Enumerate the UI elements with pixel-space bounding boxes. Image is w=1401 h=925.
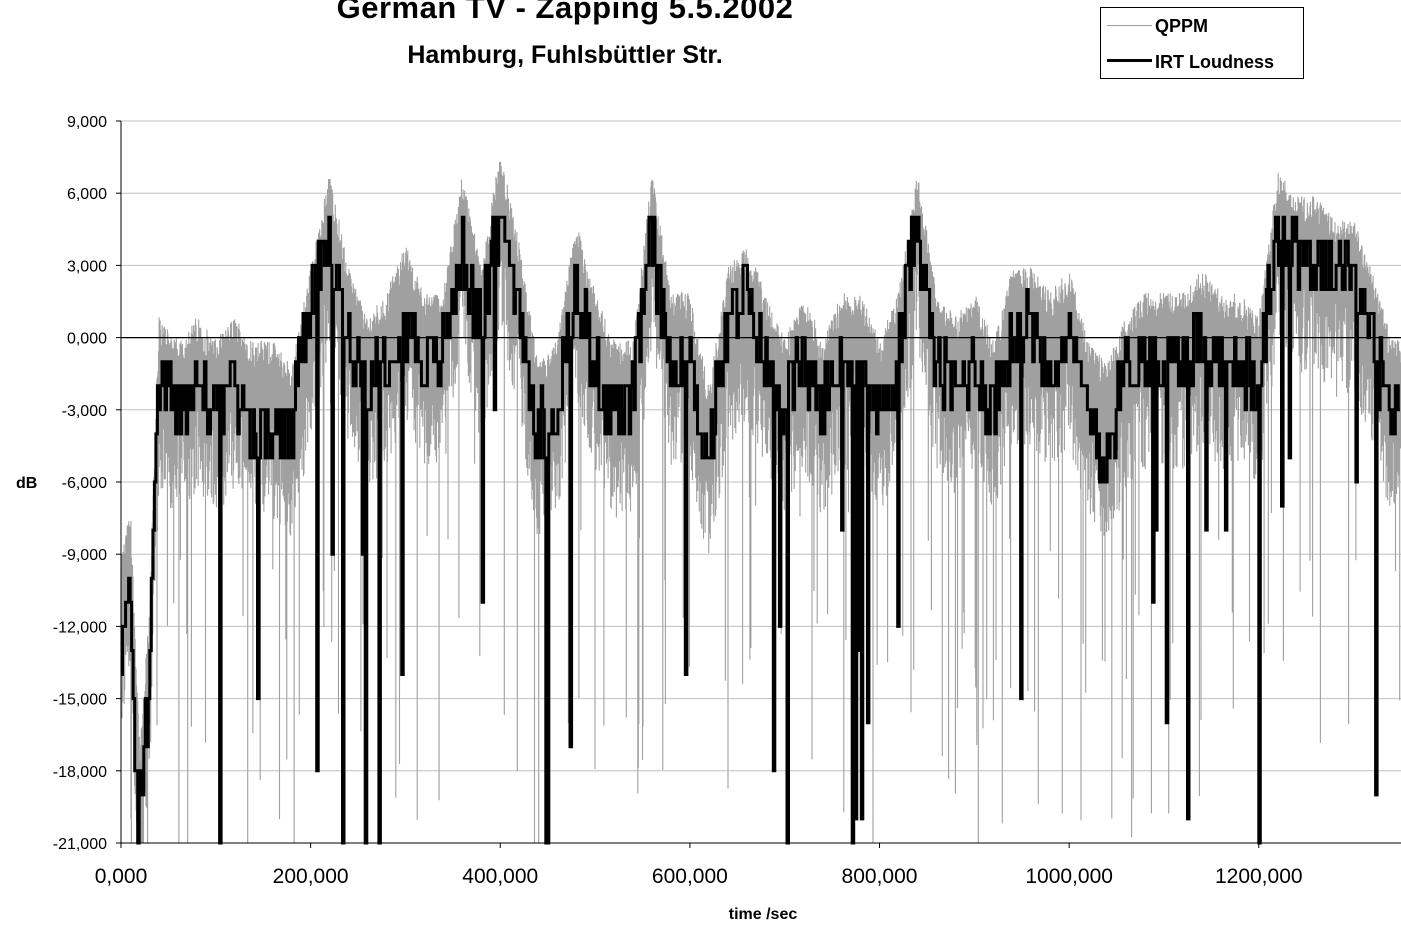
y-tick-label: -12,000 [53, 619, 107, 636]
y-tick-label: -3,000 [62, 403, 107, 420]
series-irt-loudness [121, 215, 1400, 845]
y-tick-label: 3,000 [67, 258, 107, 275]
y-tick-label: 6,000 [67, 186, 107, 203]
chart-legend: QPPM IRT Loudness [1100, 7, 1304, 79]
x-tick-label: 200,000 [273, 865, 349, 888]
legend-swatch-qppm [1107, 25, 1152, 26]
x-axis-label: time /sec [729, 906, 798, 923]
y-tick-label: -6,000 [62, 475, 107, 492]
legend-swatch-irt-loudness [1107, 59, 1152, 62]
legend-label-irt-loudness: IRT Loudness [1155, 52, 1275, 72]
gridlines [121, 120, 1401, 844]
series-line-irt-loudness [121, 215, 1400, 845]
x-tick-label: 1200,000 [1215, 865, 1303, 888]
x-tick-label: 800,000 [842, 865, 918, 888]
x-tick-label: 400,000 [462, 865, 538, 888]
y-tick-label: -15,000 [53, 692, 107, 709]
y-tick-label: -9,000 [62, 547, 107, 564]
legend-item-qppm: QPPM [1101, 11, 1303, 41]
chart-subtitle: Hamburg, Fuhlsbüttler Str. [407, 41, 723, 69]
x-tick-label: 1000,000 [1025, 865, 1113, 888]
y-tick-label: 9,000 [67, 114, 107, 131]
chart-title: German TV - Zapping 5.5.2002 [336, 0, 794, 25]
x-tick-label: 600,000 [652, 865, 728, 888]
legend-label-qppm: QPPM [1155, 16, 1209, 36]
x-axis-ticks: 0,000 200,000 400,000 600,000 800,000 1000,00… [95, 843, 1303, 888]
legend-item-irt-loudness: IRT Loudness [1101, 47, 1303, 77]
y-tick-label: 0,000 [67, 331, 107, 348]
y-axis-label: dB [16, 475, 37, 492]
y-tick-label: -18,000 [53, 764, 107, 781]
y-axis-ticks: 9,000 6,000 3,000 0,000 -3,000 -6,000 -9,000 -1… [53, 114, 121, 853]
x-tick-label: 0,000 [95, 865, 148, 888]
y-tick-label: -21,000 [53, 836, 107, 853]
